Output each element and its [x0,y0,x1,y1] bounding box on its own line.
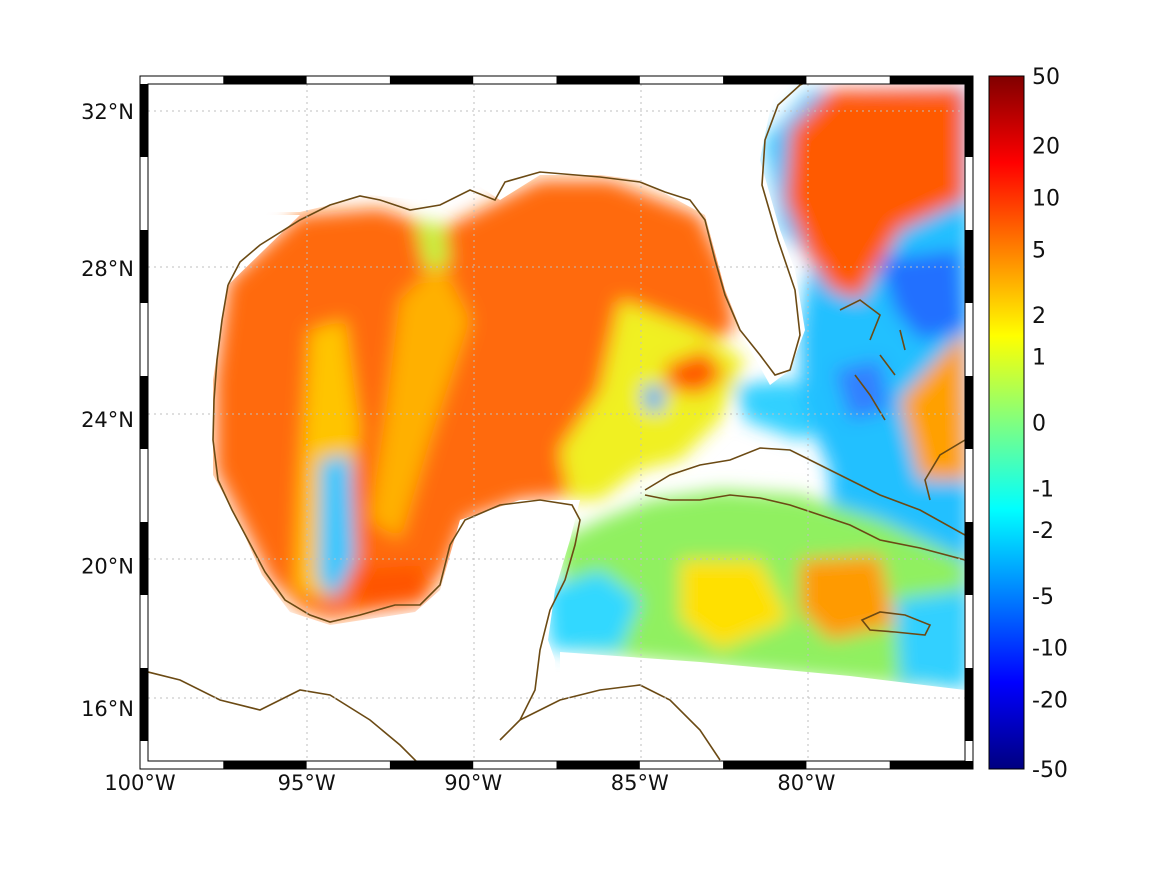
frame-segment-right [965,522,973,595]
colorbar-label: -50 [1032,758,1068,783]
colorbar-label: -20 [1032,689,1068,714]
frame-segment-left [140,230,148,303]
land-usa-north [148,84,805,385]
coast-bahamas [839,299,906,421]
colorbar-label: -2 [1032,519,1054,544]
caribbean-cyan-east [895,590,965,690]
gulf-yellow-streak-center [370,260,470,540]
land-mexico [148,215,580,761]
caribbean-yellow [680,560,790,650]
colorbar-label: 2 [1032,304,1046,329]
frame-segment-top [889,76,973,84]
colorbar-label: 1 [1032,346,1046,371]
colorbar-gradient [988,75,1025,770]
gulf-cool-west [318,455,355,600]
frame-segment-left [140,668,148,741]
frame-segment-right [965,230,973,303]
loop-cool-spot [643,385,665,412]
coast-central-america [148,671,418,761]
frame-segment-right [965,376,973,449]
coast-hispaniola [924,439,965,501]
coast-mexico [212,284,581,741]
colorbar-label: -5 [1032,585,1054,610]
gulf-green-north [415,220,450,270]
lat-tick-label: 20°N [81,554,134,578]
colorbar-label: 50 [1032,65,1060,90]
frame-segment-left [140,376,148,449]
lat-tick-label: 16°N [81,697,134,721]
frame-segment-left [140,84,148,157]
frame-segment-left [140,522,148,595]
lat-tick-label: 32°N [81,100,134,124]
lon-tick-label: 80°W [777,771,835,795]
frame-segment-right [965,668,973,741]
colorbar-label: 10 [1032,186,1060,211]
gridlines [148,84,965,761]
lon-tick-label: 100°W [104,771,176,795]
caribbean-cyan [545,570,640,650]
lon-tick-label: 95°W [278,771,336,795]
longitude-tick-labels: 100°W 95°W 90°W 85°W 80°W [104,771,835,795]
lon-tick-label: 85°W [611,771,669,795]
frame-segment-bottom [723,761,807,769]
atlantic-deep-blue [880,250,965,340]
latitude-tick-labels: 32°N 28°N 24°N 20°N 16°N [81,100,134,721]
gulf-stream-warm [785,88,965,300]
colorbar-label: -10 [1032,637,1068,662]
loop-eddy [665,350,725,395]
colorbar-label: -1 [1032,477,1054,502]
colorbar-label: 20 [1032,134,1060,159]
lat-tick-label: 24°N [81,408,134,432]
coast-cuba [644,447,965,561]
frame-segment-bottom [223,761,307,769]
atlantic-warm-east [900,330,965,480]
coast-jamaica [860,611,932,636]
data-field [148,84,965,761]
coast-honduras [519,684,721,761]
caribbean-orange [800,555,895,640]
lon-tick-label: 90°W [444,771,502,795]
map-frame [139,75,974,770]
frame-segment-bottom [389,761,474,769]
colorbar-label: 5 [1032,238,1046,263]
gulf-orange-southwest [355,565,430,612]
coastlines [148,84,965,761]
frame-segment-top [723,76,807,84]
frame-segment-bottom [889,761,973,769]
lat-tick-label: 28°N [81,257,134,281]
frame-segment-top [556,76,640,84]
colorbar-label: 0 [1032,412,1046,437]
frame-segment-right [965,84,973,157]
southern-empty [560,652,965,761]
frame-segment-top [223,76,307,84]
frame-segment-bottom [556,761,640,769]
frame-segment-top [389,76,474,84]
coast-gulf-us [227,84,805,376]
